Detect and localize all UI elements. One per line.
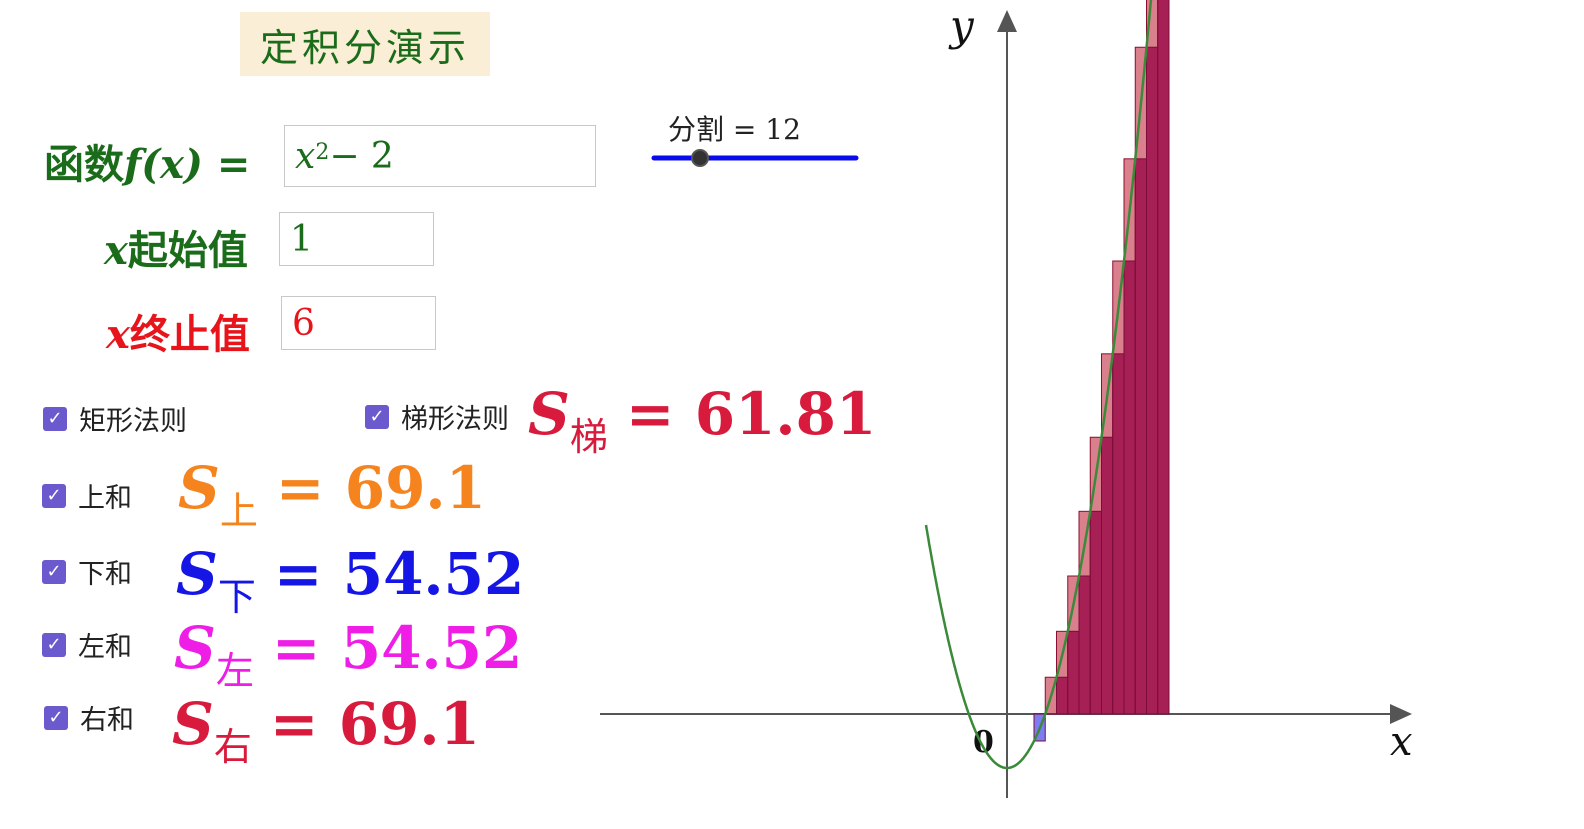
lower-bar (1067, 630, 1080, 715)
check-icon[interactable]: ✓ (42, 559, 66, 584)
lower-bar (1101, 436, 1114, 715)
check-icon[interactable]: ✓ (365, 404, 389, 429)
lower-bar (1134, 158, 1147, 715)
x-axis-label: x (1390, 719, 1413, 765)
start-label: x起始值 (104, 227, 248, 274)
origin-label: 0 (973, 725, 994, 760)
slider-label: 分割 = 12 (668, 113, 801, 146)
function-curve (924, 0, 1153, 770)
lower-bar (1146, 46, 1159, 715)
riemann-bars (1033, 0, 1170, 742)
end-label: x终止值 (106, 311, 250, 358)
lower-sum: S下 = 54.52 (176, 540, 525, 619)
lower-bar (1112, 353, 1125, 715)
check-icon[interactable]: ✓ (42, 483, 66, 508)
check-icon[interactable]: ✓ (44, 705, 68, 730)
checkbox-right-sum[interactable]: ✓ 右和 (44, 698, 134, 737)
check-icon[interactable]: ✓ (43, 406, 67, 431)
lower-bar (1157, 0, 1170, 715)
end-input[interactable]: 6 (281, 296, 436, 350)
start-input[interactable]: 1 (279, 212, 434, 266)
slider-handle[interactable] (691, 149, 709, 167)
app-title: 定积分演示 (240, 12, 490, 76)
y-axis-label: y (948, 1, 975, 50)
checkbox-left-sum[interactable]: ✓ 左和 (42, 625, 132, 664)
lower-bar (1078, 575, 1091, 715)
check-icon[interactable]: ✓ (42, 632, 66, 657)
function-label: 函数f(x) = (44, 141, 251, 188)
lower-bar (1123, 260, 1136, 715)
checkbox-trap-rule[interactable]: ✓ 梯形法则 (365, 397, 509, 436)
checkbox-lower-sum[interactable]: ✓ 下和 (42, 552, 132, 591)
left-sum: S左 = 54.52 (174, 614, 523, 693)
lower-bar (1089, 510, 1102, 715)
checkbox-upper-sum[interactable]: ✓ 上和 (42, 476, 132, 515)
trap-sum: S梯 = 61.81 (528, 380, 877, 459)
right-sum: S右 = 69.1 (172, 690, 480, 769)
checkbox-rect-rule[interactable]: ✓ 矩形法则 (43, 399, 187, 438)
lower-bar (1056, 676, 1069, 715)
upper-sum: S上 = 69.1 (178, 454, 486, 533)
